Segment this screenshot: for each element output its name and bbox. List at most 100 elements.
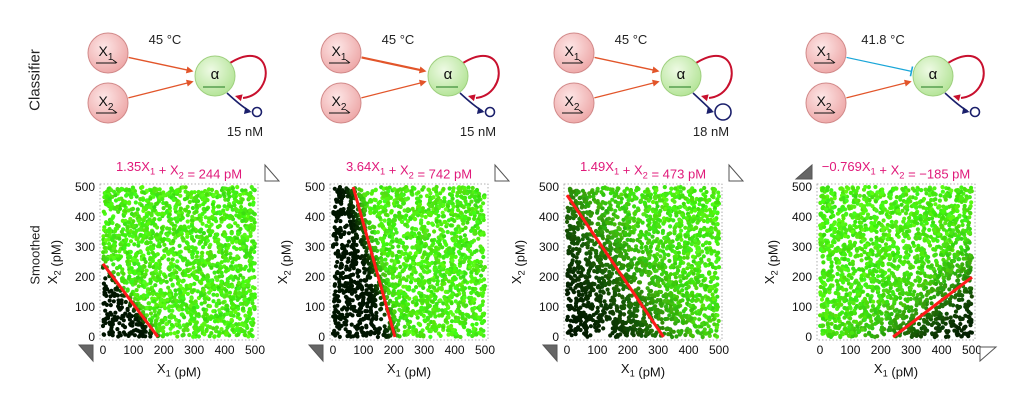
data-point	[238, 226, 243, 232]
data-point	[716, 190, 721, 195]
data-point	[227, 223, 232, 228]
data-point	[228, 251, 233, 256]
data-point	[179, 312, 184, 317]
data-point	[209, 265, 214, 270]
data-point	[422, 280, 427, 285]
data-point	[201, 307, 206, 312]
output-node-alpha: α	[912, 55, 954, 97]
data-point	[133, 192, 138, 197]
data-point	[115, 287, 120, 292]
data-point	[454, 293, 460, 298]
input-node-label: X2	[332, 93, 347, 113]
data-point	[478, 264, 484, 269]
data-point	[472, 316, 477, 321]
data-point	[428, 313, 433, 318]
data-point	[224, 293, 229, 298]
data-point	[372, 210, 377, 215]
data-point	[456, 304, 461, 309]
data-point	[194, 199, 199, 204]
data-point	[225, 325, 230, 330]
data-point	[347, 299, 352, 304]
data-point	[347, 330, 352, 335]
data-point	[214, 189, 219, 195]
data-point	[141, 310, 146, 315]
data-point	[138, 303, 143, 308]
data-point	[171, 227, 176, 232]
data-point	[203, 215, 208, 220]
data-point	[207, 304, 213, 309]
data-point	[334, 276, 339, 281]
input-node-label: X2	[99, 93, 114, 113]
strand-hook	[345, 59, 351, 64]
data-point	[192, 326, 197, 331]
data-point	[116, 197, 122, 202]
data-point	[177, 232, 182, 237]
data-point	[418, 294, 424, 299]
data-point	[358, 193, 363, 198]
data-point	[330, 244, 336, 249]
data-point	[249, 185, 254, 190]
data-point	[153, 283, 158, 288]
data-point	[436, 246, 441, 251]
x-tick-label: 300	[414, 343, 434, 357]
data-point	[420, 209, 425, 214]
data-point	[425, 270, 430, 275]
data-point	[216, 333, 221, 338]
data-point	[345, 306, 350, 311]
data-point	[137, 296, 142, 301]
data-point	[166, 266, 171, 271]
data-point	[241, 275, 246, 280]
data-point	[249, 247, 254, 252]
data-point	[204, 192, 209, 197]
data-point	[346, 256, 351, 261]
data-point	[152, 217, 157, 222]
data-point	[177, 250, 182, 255]
data-point	[117, 236, 122, 241]
data-point	[108, 303, 113, 308]
data-point	[111, 299, 116, 304]
inhibition-arrow	[846, 56, 912, 72]
data-point	[184, 307, 189, 312]
data-point	[245, 325, 250, 330]
data-point	[456, 208, 461, 213]
data-point	[115, 266, 120, 271]
data-point	[338, 323, 343, 329]
data-point	[170, 304, 175, 309]
data-point	[180, 279, 185, 284]
data-point	[397, 307, 402, 312]
data-point	[123, 233, 128, 238]
data-point	[697, 317, 702, 322]
data-point	[405, 287, 411, 292]
data-point	[115, 204, 120, 209]
data-point	[358, 306, 363, 311]
data-point	[446, 328, 451, 333]
data-point	[368, 296, 373, 301]
data-point	[134, 312, 139, 317]
x-tick-label: 500	[475, 343, 495, 357]
data-point	[434, 269, 439, 275]
data-point	[462, 233, 467, 238]
data-point	[186, 225, 191, 230]
y-tick-label: 400	[305, 210, 325, 224]
data-point	[469, 240, 474, 245]
data-point	[451, 189, 456, 194]
data-point	[675, 194, 680, 199]
data-point	[103, 286, 108, 291]
data-point	[228, 255, 233, 260]
data-point	[344, 319, 349, 324]
data-point	[190, 255, 195, 260]
data-point	[333, 210, 338, 215]
data-point	[228, 294, 233, 300]
data-point	[244, 248, 249, 253]
data-point	[167, 304, 172, 309]
data-point	[220, 306, 225, 311]
data-point	[145, 247, 150, 252]
data-point	[230, 266, 235, 271]
x-tick-label: 400	[215, 343, 235, 357]
data-point	[383, 191, 389, 196]
data-point	[360, 317, 365, 322]
data-point	[188, 321, 193, 326]
data-point	[422, 318, 427, 323]
data-point	[403, 264, 408, 270]
data-point	[354, 260, 359, 265]
